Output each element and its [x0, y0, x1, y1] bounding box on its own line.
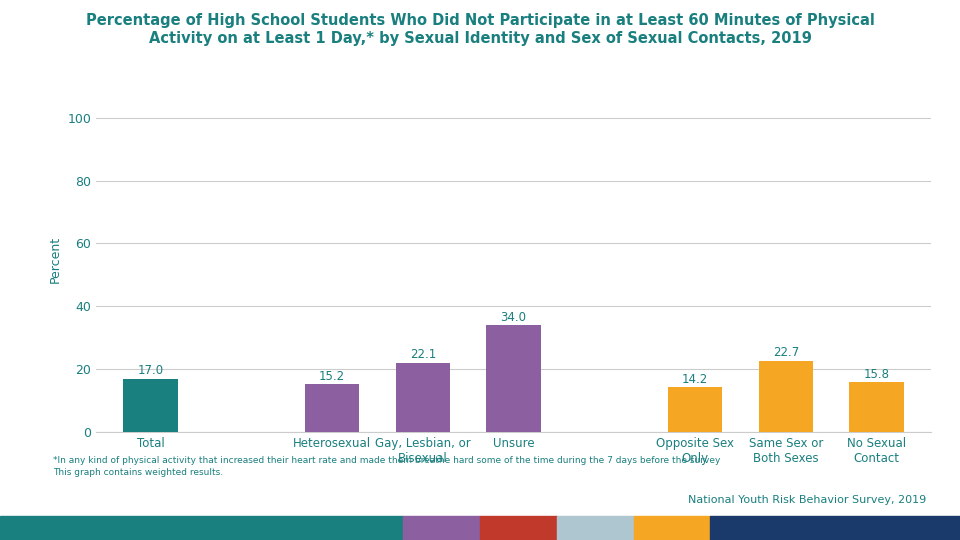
- Text: Activity on at Least 1 Day,* by Sexual Identity and Sex of Sexual Contacts, 2019: Activity on at Least 1 Day,* by Sexual I…: [149, 31, 811, 46]
- Text: National Youth Risk Behavior Survey, 2019: National Youth Risk Behavior Survey, 201…: [688, 495, 926, 505]
- Bar: [850, 382, 904, 432]
- Bar: [634, 516, 710, 540]
- Y-axis label: Percent: Percent: [49, 235, 61, 283]
- Bar: [123, 379, 178, 432]
- Text: 34.0: 34.0: [500, 310, 527, 323]
- Bar: [758, 361, 813, 432]
- Bar: [304, 384, 359, 432]
- Text: 17.0: 17.0: [137, 364, 163, 377]
- Text: 14.2: 14.2: [682, 373, 708, 386]
- Text: 22.7: 22.7: [773, 346, 799, 359]
- Text: This graph contains weighted results.: This graph contains weighted results.: [53, 468, 223, 477]
- Bar: [0, 516, 403, 540]
- Text: 22.1: 22.1: [410, 348, 436, 361]
- Text: *In any kind of physical activity that increased their heart rate and made them : *In any kind of physical activity that i…: [53, 456, 720, 465]
- Bar: [403, 516, 480, 540]
- Text: 15.2: 15.2: [319, 370, 345, 383]
- Bar: [487, 325, 540, 432]
- Bar: [710, 516, 960, 540]
- Bar: [396, 362, 450, 432]
- Bar: [480, 516, 557, 540]
- Text: 15.8: 15.8: [864, 368, 890, 381]
- Bar: [668, 387, 722, 432]
- Bar: [557, 516, 634, 540]
- Text: Percentage of High School Students Who Did Not Participate in at Least 60 Minute: Percentage of High School Students Who D…: [85, 14, 875, 29]
